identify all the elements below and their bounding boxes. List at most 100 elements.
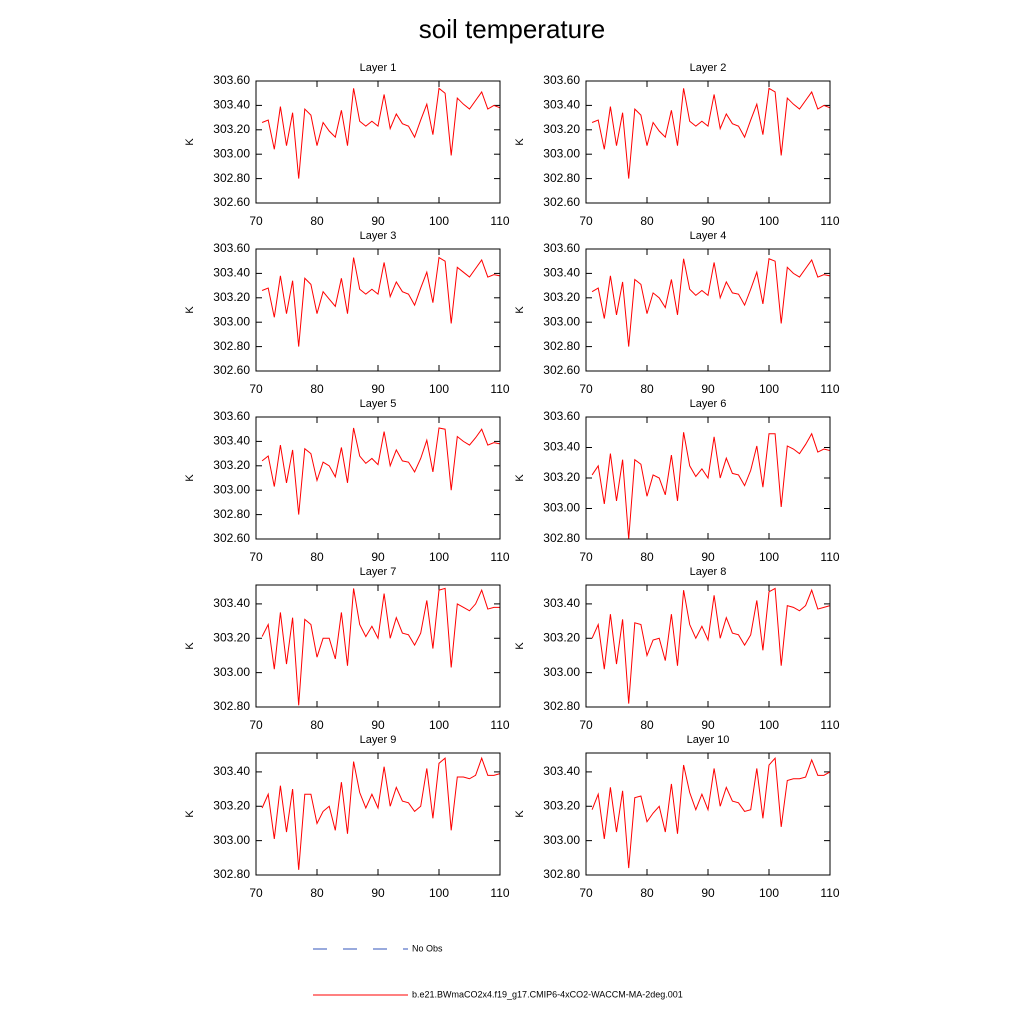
panel-title: Layer 8 [690, 566, 727, 578]
data-line [591, 432, 831, 540]
y-tick-label: 302.80 [543, 531, 580, 545]
x-tick-label: 90 [371, 382, 385, 396]
y-tick-label: 303.40 [543, 266, 580, 280]
x-tick-label: 90 [701, 382, 715, 396]
plot-frame [255, 416, 501, 540]
x-tick-label: 90 [701, 214, 715, 228]
panel-title: Layer 7 [360, 566, 397, 578]
y-tick-label: 303.20 [213, 798, 250, 812]
y-tick-label: 303.40 [213, 266, 250, 280]
y-tick-label: 303.40 [543, 440, 580, 454]
data-line [591, 258, 831, 347]
y-tick-label: 302.60 [213, 363, 250, 377]
y-tick-label: 303.00 [213, 482, 250, 496]
y-tick-label: 303.60 [543, 73, 580, 87]
x-tick-label: 90 [701, 886, 715, 900]
x-tick-label: 80 [640, 886, 654, 900]
panel-title: Layer 4 [690, 230, 727, 242]
y-tick-label: 303.20 [543, 470, 580, 484]
y-tick-label: 302.80 [543, 339, 580, 353]
x-tick-label: 110 [820, 550, 839, 564]
x-tick-label: 100 [429, 886, 449, 900]
x-tick-label: 70 [249, 382, 263, 396]
y-tick-label: 303.00 [543, 146, 580, 160]
data-line [261, 756, 501, 870]
plot-frame [585, 584, 831, 708]
y-tick-label: 303.20 [213, 458, 250, 472]
panel-title: Layer 5 [360, 398, 397, 410]
x-tick-label: 100 [759, 214, 779, 228]
y-axis-label: K [514, 138, 526, 146]
y-tick-label: 302.60 [213, 195, 250, 209]
panel-title: Layer 1 [360, 62, 397, 74]
y-tick-label: 303.00 [543, 833, 580, 847]
data-line [261, 256, 501, 347]
y-tick-label: 303.00 [543, 314, 580, 328]
y-tick-label: 303.00 [213, 833, 250, 847]
y-tick-label: 302.80 [213, 699, 250, 713]
y-tick-label: 303.20 [543, 798, 580, 812]
y-tick-label: 303.40 [213, 434, 250, 448]
x-tick-label: 100 [759, 886, 779, 900]
data-line [261, 427, 501, 515]
y-tick-label: 303.20 [543, 122, 580, 136]
y-axis-label: K [184, 306, 196, 314]
plot-frame [585, 752, 831, 876]
x-tick-label: 80 [310, 550, 324, 564]
x-tick-label: 90 [701, 550, 715, 564]
x-tick-label: 90 [371, 886, 385, 900]
y-tick-label: 303.00 [213, 146, 250, 160]
y-tick-label: 303.00 [543, 665, 580, 679]
y-axis-label: K [184, 642, 196, 650]
x-tick-label: 100 [759, 382, 779, 396]
y-tick-label: 302.80 [213, 339, 250, 353]
plot-frame [585, 416, 831, 540]
y-axis-label: K [514, 642, 526, 650]
data-line [591, 87, 831, 179]
x-tick-label: 80 [310, 214, 324, 228]
y-tick-label: 303.00 [213, 314, 250, 328]
x-tick-label: 70 [579, 886, 593, 900]
panel-title: Layer 2 [690, 62, 727, 74]
y-tick-label: 303.40 [543, 98, 580, 112]
plot-frame [585, 248, 831, 372]
y-tick-label: 303.60 [543, 409, 580, 423]
x-tick-label: 100 [429, 214, 449, 228]
x-tick-label: 100 [429, 382, 449, 396]
x-tick-label: 110 [820, 214, 839, 228]
x-tick-label: 70 [249, 886, 263, 900]
y-tick-label: 303.20 [213, 290, 250, 304]
plot-frame [255, 248, 501, 372]
x-tick-label: 70 [249, 214, 263, 228]
x-tick-label: 80 [640, 382, 654, 396]
x-tick-label: 110 [490, 886, 509, 900]
x-tick-label: 80 [310, 718, 324, 732]
y-tick-label: 303.40 [543, 596, 580, 610]
x-tick-label: 110 [820, 886, 839, 900]
x-tick-label: 110 [490, 382, 509, 396]
y-tick-label: 302.80 [543, 867, 580, 881]
y-tick-label: 303.40 [543, 764, 580, 778]
y-tick-label: 302.80 [213, 867, 250, 881]
y-axis-label: K [514, 306, 526, 314]
x-tick-label: 80 [640, 550, 654, 564]
y-tick-label: 303.40 [213, 764, 250, 778]
panel-title: Layer 10 [687, 734, 730, 746]
y-axis-label: K [514, 474, 526, 482]
x-tick-label: 100 [429, 550, 449, 564]
y-tick-label: 303.60 [543, 241, 580, 255]
panel-title: Layer 6 [690, 398, 727, 410]
data-line [591, 587, 831, 704]
x-tick-label: 70 [249, 718, 263, 732]
y-axis-label: K [184, 138, 196, 146]
data-line [261, 87, 501, 179]
figure-title: soil temperature [419, 14, 605, 44]
x-tick-label: 70 [579, 550, 593, 564]
x-tick-label: 90 [371, 214, 385, 228]
x-tick-label: 100 [759, 550, 779, 564]
x-tick-label: 70 [579, 718, 593, 732]
y-tick-label: 303.20 [213, 630, 250, 644]
x-tick-label: 110 [820, 718, 839, 732]
x-tick-label: 100 [429, 718, 449, 732]
y-axis-label: K [184, 810, 196, 818]
